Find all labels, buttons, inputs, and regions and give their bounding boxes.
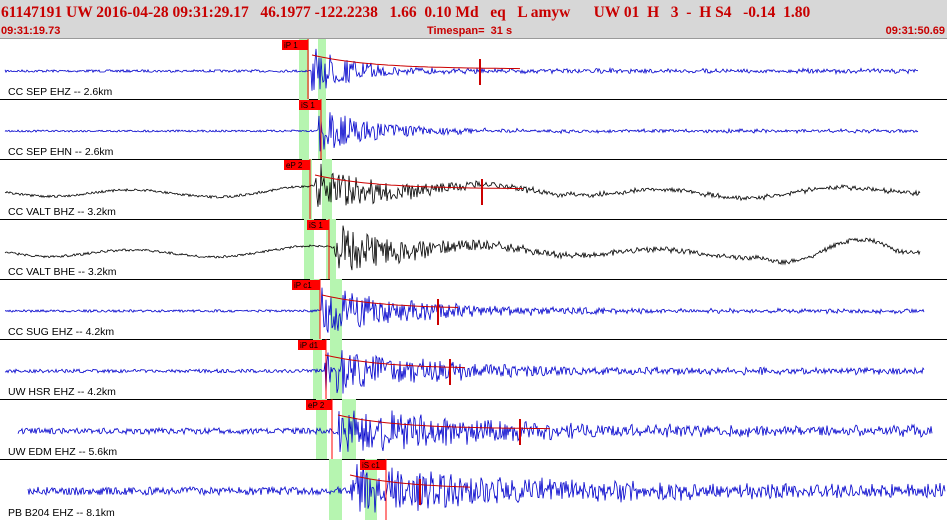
waveform-line xyxy=(4,225,921,271)
station-label: CC VALT BHZ -- 3.2km xyxy=(8,206,116,218)
analysis-window xyxy=(299,99,309,159)
coda-curve xyxy=(314,174,524,190)
event-header: 61147191 UW 2016-04-28 09:31:29.17 46.19… xyxy=(0,0,947,39)
waveform-panel-valt-bhe[interactable]: iS 1 CC VALT BHE -- 3.2km xyxy=(0,219,947,280)
station-label: UW EDM EHZ -- 5.6km xyxy=(8,446,118,458)
waveform-panel-b204-ehz[interactable]: iS c1 PB B204 EHZ -- 8.1km xyxy=(0,459,947,520)
phase-pick-flag: eP 2 xyxy=(284,160,310,170)
start-time: 09:31:19.73 xyxy=(1,25,61,37)
coda-curve xyxy=(311,54,521,70)
analysis-window xyxy=(302,159,312,219)
phase-pick-label: iP c1 xyxy=(294,281,312,290)
waveform-panel-sep-ehz[interactable]: iP 1 CC SEP EHZ -- 2.6km xyxy=(0,39,947,100)
coda-curve xyxy=(349,474,471,488)
station-label: CC SEP EHZ -- 2.6km xyxy=(8,86,113,98)
waveform-line xyxy=(17,410,933,453)
seismogram-trace: iS c1 xyxy=(27,459,946,520)
phase-pick-label: eP 2 xyxy=(308,401,325,410)
analysis-window xyxy=(326,219,336,279)
waveform-panel-sug-ehz[interactable]: iP c1 CC SUG EHZ -- 4.2km xyxy=(0,279,947,340)
phase-pick-label: iP 1 xyxy=(284,41,298,50)
waveform-line xyxy=(4,112,919,152)
seismogram-trace: iS 1 xyxy=(4,99,919,159)
seismogram-trace: iP 1 xyxy=(4,39,919,99)
analysis-window xyxy=(316,399,327,459)
analysis-window xyxy=(304,219,314,279)
station-label: CC SEP EHN -- 2.6km xyxy=(8,146,114,158)
waveform-panel-edm-ehz[interactable]: eP 2 UW EDM EHZ -- 5.6km xyxy=(0,399,947,460)
analysis-window xyxy=(299,39,309,99)
waveform-panels: iP 1 CC SEP EHZ -- 2.6km iS 1 CC SEP EHN… xyxy=(0,39,947,520)
phase-pick-label: iS 1 xyxy=(301,101,315,110)
coda-curve xyxy=(337,414,550,430)
seismogram-trace: iP d1 xyxy=(4,339,925,399)
station-label: PB B204 EHZ -- 8.1km xyxy=(8,507,115,519)
phase-pick-flag: iS 1 xyxy=(307,220,329,230)
phase-pick-label: iP d1 xyxy=(300,341,319,350)
event-summary: 61147191 UW 2016-04-28 09:31:29.17 46.19… xyxy=(1,4,811,21)
phase-pick-flag: iP d1 xyxy=(298,340,326,350)
analysis-window xyxy=(310,279,320,339)
waveform-panel-hsr-ehz[interactable]: iP d1 UW HSR EHZ -- 4.2km xyxy=(0,339,947,400)
waveform-line xyxy=(4,163,921,207)
phase-pick-flag: iS 1 xyxy=(299,100,321,110)
seismogram-trace: iP c1 xyxy=(4,279,925,339)
phase-pick-flag: iP c1 xyxy=(292,280,320,290)
waveform-line xyxy=(27,462,946,513)
waveform-panel-sep-ehn[interactable]: iS 1 CC SEP EHN -- 2.6km xyxy=(0,99,947,160)
station-label: UW HSR EHZ -- 4.2km xyxy=(8,386,116,398)
analysis-window xyxy=(313,339,322,399)
station-label: CC SUG EHZ -- 4.2km xyxy=(8,326,115,338)
phase-pick-label: eP 2 xyxy=(286,161,303,170)
analysis-window xyxy=(330,339,342,399)
coda-curve xyxy=(324,354,466,369)
waveform-line xyxy=(4,287,925,333)
phase-pick-flag: eP 2 xyxy=(306,400,332,410)
coda-curve xyxy=(321,294,459,308)
phase-pick-label: iS 1 xyxy=(309,221,323,230)
phase-pick-flag: iP 1 xyxy=(282,40,308,50)
seismogram-trace: eP 2 xyxy=(4,159,921,219)
station-label: CC VALT BHE -- 3.2km xyxy=(8,266,117,278)
timespan-label: Timespan= 31 s xyxy=(427,25,513,37)
seismogram-trace: eP 2 xyxy=(17,399,933,459)
end-time: 09:31:50.69 xyxy=(885,25,945,37)
seismogram-trace: iS 1 xyxy=(4,219,921,279)
waveform-line xyxy=(4,350,925,395)
phase-pick-flag: iS c1 xyxy=(360,460,386,470)
waveform-line xyxy=(4,48,919,91)
waveform-panel-valt-bhz[interactable]: eP 2 CC VALT BHZ -- 3.2km xyxy=(0,159,947,220)
phase-pick-label: iS c1 xyxy=(362,461,380,470)
